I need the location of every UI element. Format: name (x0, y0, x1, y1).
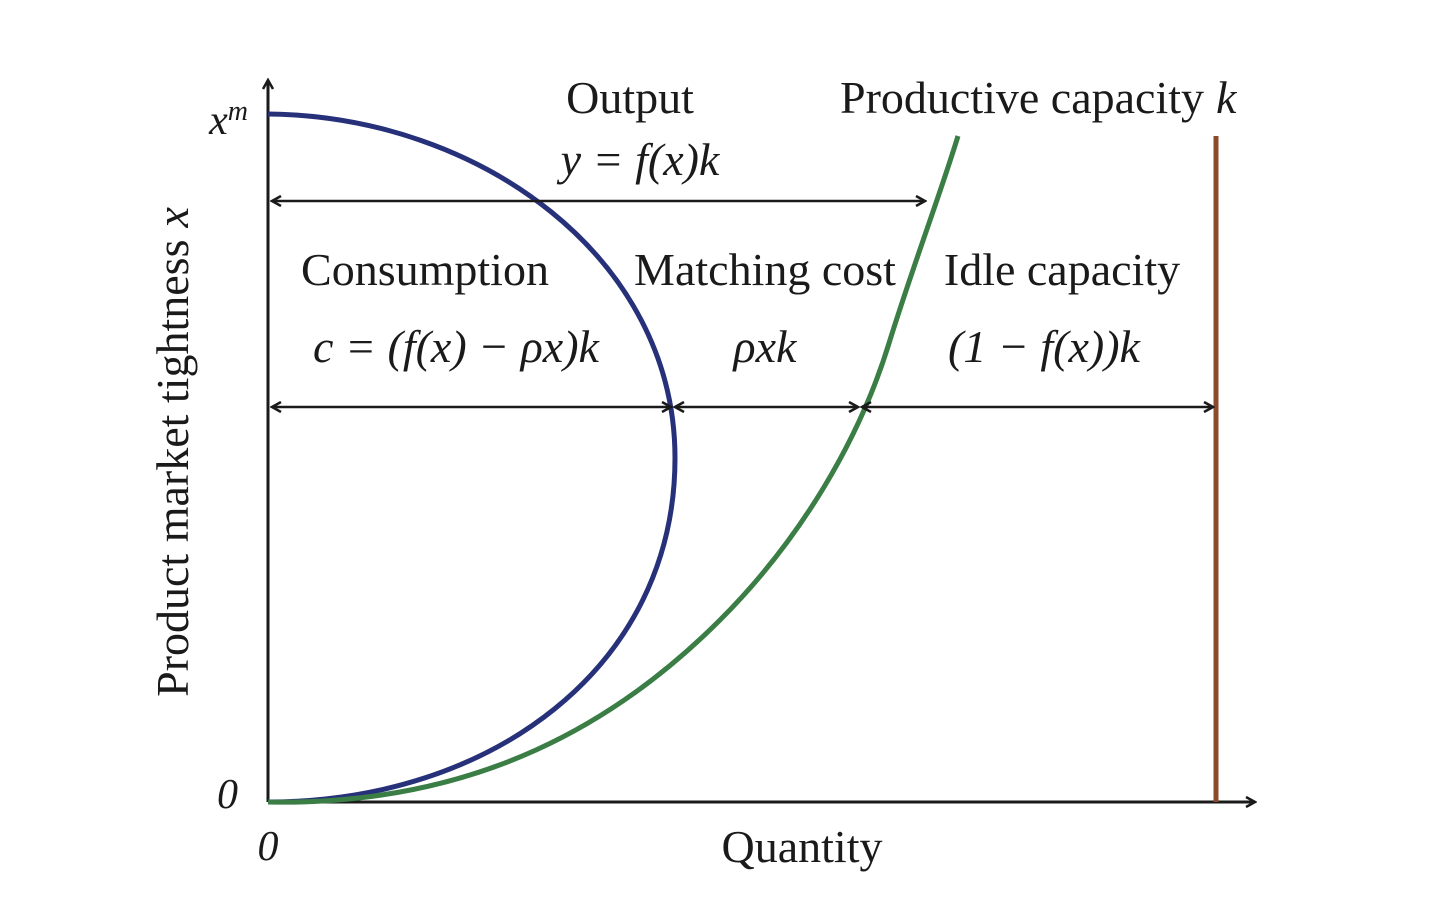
y-max-tick-sup: m (228, 96, 248, 127)
y-origin-tick: 0 (217, 772, 238, 818)
output-title: Output (566, 72, 694, 123)
y-max-tick: xm (208, 96, 248, 144)
idle-capacity-formula: (1 − f(x))k (948, 321, 1142, 372)
matching-cost-title: Matching cost (634, 244, 896, 295)
output-curve (267, 135, 961, 805)
consumption-curve (267, 111, 678, 805)
capacity-title: Productive capacity k (840, 72, 1238, 123)
y-max-tick-base: x (208, 98, 228, 144)
x-origin-tick: 0 (258, 824, 279, 870)
consumption-formula: c = (f(x) − ρx)k (313, 321, 600, 372)
capacity-title-text: Productive capacity (840, 72, 1204, 123)
capacity-var: k (1216, 72, 1238, 123)
x-axis-title: Quantity (722, 821, 883, 872)
y-axis-title: Product market tightness x (147, 207, 198, 697)
matching-cost-formula: ρxk (732, 321, 798, 372)
y-axis-title-text: Product market tightness (147, 240, 198, 697)
idle-capacity-title: Idle capacity (944, 244, 1180, 295)
consumption-title: Consumption (301, 244, 549, 295)
y-axis-var: x (147, 207, 198, 229)
output-formula: y = f(x)k (557, 134, 721, 185)
